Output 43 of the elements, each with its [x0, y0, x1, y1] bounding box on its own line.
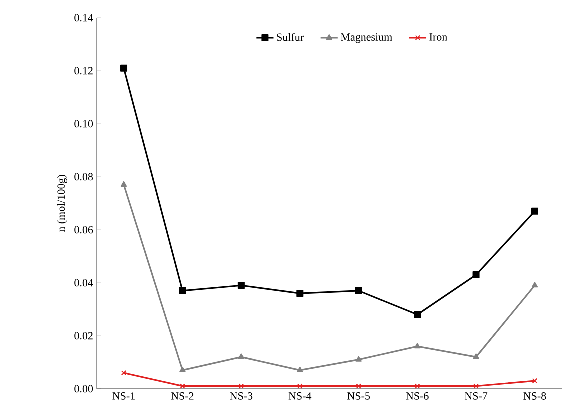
- point: [238, 282, 245, 290]
- point: [297, 366, 304, 372]
- point: [473, 354, 480, 360]
- x-tick-label: NS-3: [230, 392, 253, 400]
- point: [356, 356, 362, 362]
- point: [121, 370, 127, 376]
- point: [531, 208, 538, 215]
- legend-label: Iron: [430, 34, 448, 41]
- point: [474, 384, 479, 389]
- legend-label: Sulfur: [277, 33, 304, 42]
- point: [120, 181, 128, 187]
- point: [180, 384, 186, 389]
- point: [180, 366, 186, 372]
- x-tick-label: NS-1: [112, 392, 135, 400]
- x-tick-label: NS-4: [288, 392, 312, 400]
- x-tick-label: NS-6: [406, 392, 429, 400]
- y-tick-label: 0.00: [74, 385, 94, 393]
- point: [298, 384, 303, 389]
- point: [179, 287, 186, 294]
- point: [120, 64, 128, 72]
- point: [472, 272, 480, 279]
- y-tick-label: 0.08: [74, 173, 94, 181]
- point: [356, 384, 362, 389]
- y-tick-label: 0.04: [74, 279, 94, 287]
- y-axis-title: n (mol/100g): [57, 175, 68, 232]
- point: [238, 384, 244, 389]
- x-tick-label: NS-8: [524, 392, 546, 400]
- x-tick-label: NS-2: [171, 392, 194, 400]
- point: [532, 282, 538, 288]
- point: [414, 311, 422, 318]
- y-tick-label: 0.14: [74, 14, 94, 22]
- x-tick-label: NS-5: [348, 392, 370, 400]
- y-tick-label: 0.02: [74, 332, 93, 340]
- legend-label: Magnesium: [341, 34, 392, 44]
- y-tick-label: 0.12: [74, 67, 93, 75]
- point: [296, 290, 304, 298]
- point: [414, 343, 421, 349]
- y-tick-label: 0.06: [74, 226, 94, 234]
- point: [414, 384, 420, 389]
- point: [238, 354, 245, 360]
- y-tick-label: 0.10: [74, 120, 94, 128]
- point: [355, 287, 362, 294]
- x-tick-label: NS-7: [464, 392, 488, 400]
